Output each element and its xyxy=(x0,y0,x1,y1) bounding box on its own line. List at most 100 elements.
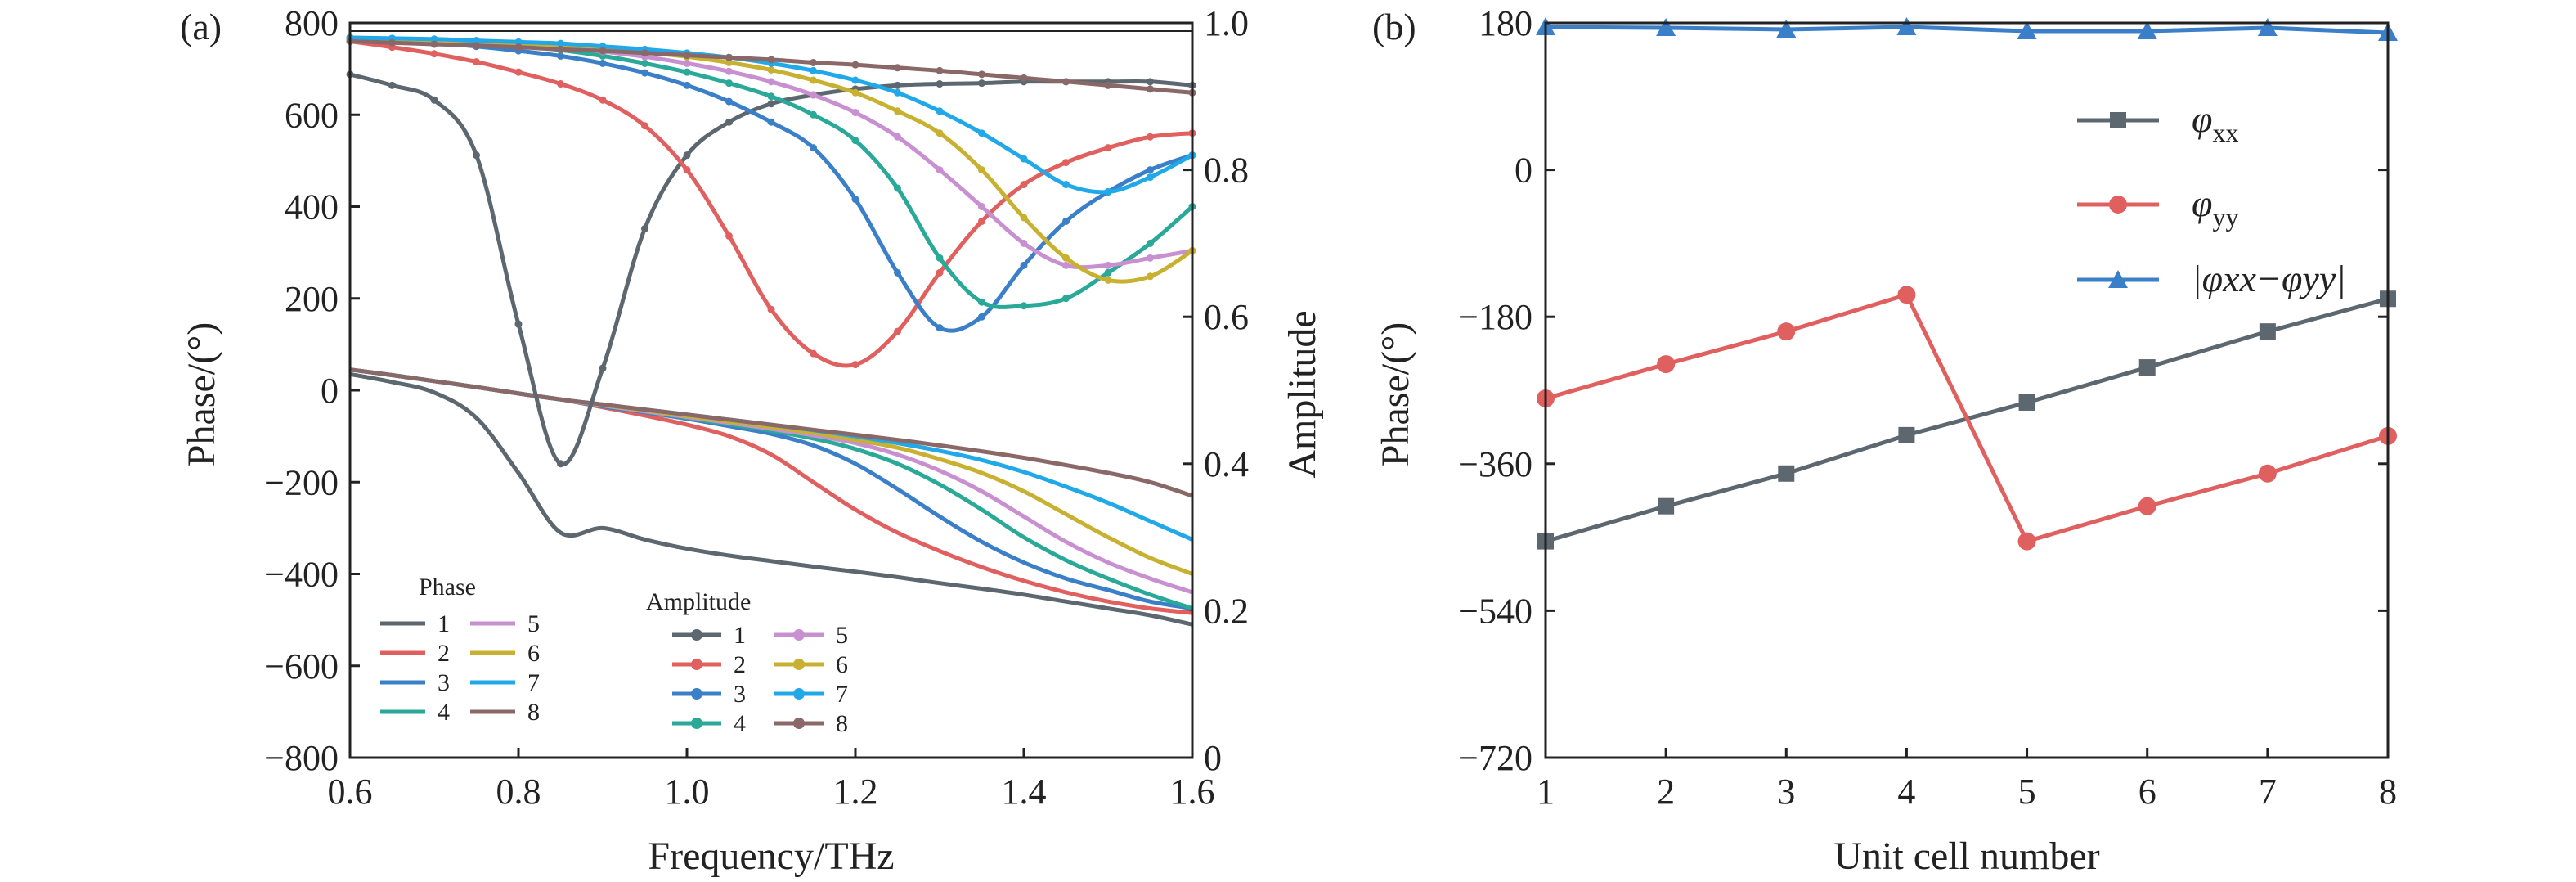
y-tick-label: 400 xyxy=(285,187,339,227)
amplitude-point-1 xyxy=(725,118,733,126)
series-marker-3 xyxy=(2017,20,2037,39)
legend-phase-label-6: 6 xyxy=(527,640,540,667)
x-tick-label: 8 xyxy=(2379,772,2397,812)
legend-phase-label-2: 2 xyxy=(438,640,450,667)
amplitude-point-3 xyxy=(810,144,817,152)
amplitude-point-5 xyxy=(725,67,733,75)
legend-amplitude-marker-6 xyxy=(793,659,805,670)
amplitude-point-7 xyxy=(430,35,438,43)
legend-marker-3 xyxy=(2108,270,2128,288)
amplitude-point-6 xyxy=(725,58,733,66)
amplitude-point-2 xyxy=(936,268,944,277)
panel-b-ylabel: Phase/(°) xyxy=(1374,322,1417,466)
amplitude-point-3 xyxy=(894,268,901,277)
amplitude-point-7 xyxy=(1062,181,1070,189)
amplitude-point-6 xyxy=(1020,214,1028,222)
amplitude-point-8 xyxy=(557,45,564,53)
amplitude-point-5 xyxy=(1147,254,1154,262)
legend-amplitude-label-8: 8 xyxy=(836,710,848,737)
legend-amplitude-label-5: 5 xyxy=(836,622,848,649)
y2-tick-label: 0.4 xyxy=(1204,444,1249,484)
phase-line-8 xyxy=(349,367,1193,498)
phase-line-1 xyxy=(349,371,1193,627)
amplitude-point-1 xyxy=(599,364,607,372)
x-tick-label: 1.4 xyxy=(1002,772,1047,812)
amplitude-point-8 xyxy=(1062,78,1070,86)
amplitude-point-4 xyxy=(683,68,691,76)
panel-a-xlabel: Frequency/THz xyxy=(648,835,894,878)
y2-tick-label: 0.6 xyxy=(1204,297,1249,337)
amplitude-point-4 xyxy=(810,110,817,119)
legend-amplitude-label-4: 4 xyxy=(734,710,746,737)
amplitude-point-8 xyxy=(1104,81,1112,89)
amplitude-point-1 xyxy=(473,151,480,160)
y-tick-label: −180 xyxy=(1458,297,1533,337)
legend-phase-label-8: 8 xyxy=(527,699,540,726)
series-marker-2 xyxy=(2017,532,2036,551)
amplitude-point-1 xyxy=(430,96,438,104)
y-tick-label: 0 xyxy=(321,371,339,411)
amplitude-point-7 xyxy=(810,66,817,74)
amplitude-point-7 xyxy=(851,76,859,84)
legend-marker-2 xyxy=(2109,196,2127,214)
amplitude-point-2 xyxy=(1104,144,1112,152)
y-tick-label: −600 xyxy=(264,646,339,686)
amplitude-point-2 xyxy=(1020,181,1028,189)
x-tick-label: 1.6 xyxy=(1170,772,1215,812)
amplitude-point-4 xyxy=(851,137,859,145)
amplitude-point-4 xyxy=(978,298,985,306)
y-tick-label: −200 xyxy=(264,462,339,502)
x-tick-label: 1.2 xyxy=(833,772,878,812)
amplitude-point-8 xyxy=(599,47,607,55)
amplitude-point-5 xyxy=(810,91,817,99)
legend-phase-label-5: 5 xyxy=(527,610,540,637)
panel-a-y2label: Amplitude xyxy=(1281,310,1324,478)
panel-a: (a) 0.6 0.8 1.0 1.2 1.4 1.6 800 600 400 200 0 −200 −… xyxy=(180,3,1324,878)
amplitude-point-5 xyxy=(978,203,985,210)
amplitude-line-1 xyxy=(349,72,1193,466)
x-tick-label: 0.8 xyxy=(496,772,541,812)
legend-phase-title: Phase xyxy=(419,574,476,601)
amplitude-point-1 xyxy=(514,320,523,328)
series-line-2 xyxy=(1545,292,2389,544)
panel-b-ticks: 1 2 3 4 5 6 7 8 180 0 −180 −360 −540 −720 xyxy=(1458,3,2397,812)
amplitude-point-3 xyxy=(1062,217,1070,225)
legend-label-3: |φxx−φyy| xyxy=(2192,258,2346,299)
amplitude-point-8 xyxy=(725,53,733,61)
amplitude-point-3 xyxy=(1020,261,1028,269)
amplitude-point-2 xyxy=(473,58,480,66)
series-marker-1 xyxy=(1658,497,1675,515)
legend-amplitude-marker-4 xyxy=(691,718,702,729)
panel-b-frame xyxy=(1544,21,2390,759)
x-tick-label: 6 xyxy=(2138,772,2156,812)
legend-label-1: φxx xyxy=(2192,98,2238,147)
series-marker-1 xyxy=(1898,426,1915,443)
series-marker-2 xyxy=(1777,322,1796,341)
amplitude-point-4 xyxy=(1020,302,1028,310)
amplitude-point-1 xyxy=(683,151,691,160)
phase-line-3 xyxy=(349,367,1193,611)
y-tick-label: 180 xyxy=(1479,3,1533,43)
amplitude-point-8 xyxy=(473,42,480,50)
amplitude-point-1 xyxy=(1147,78,1154,86)
y-tick-label: −360 xyxy=(1458,444,1533,484)
amplitude-point-7 xyxy=(1147,173,1154,182)
amplitude-point-2 xyxy=(810,349,817,358)
y-tick-label: 800 xyxy=(285,3,339,43)
amplitude-point-8 xyxy=(936,66,944,74)
legend-amplitude-label-6: 6 xyxy=(836,651,848,678)
amplitude-point-2 xyxy=(1062,159,1070,167)
legend-amplitude-marker-5 xyxy=(793,629,805,641)
amplitude-point-6 xyxy=(851,88,859,97)
amplitude-point-7 xyxy=(1020,155,1028,163)
amplitude-point-7 xyxy=(557,39,564,47)
y2-tick-label: 1.0 xyxy=(1204,3,1249,43)
phase-line-4 xyxy=(349,367,1193,610)
amplitude-point-1 xyxy=(894,81,901,89)
amplitude-point-8 xyxy=(810,58,817,66)
legend-phase-label-3: 3 xyxy=(438,669,450,696)
legend-phase-label-7: 7 xyxy=(527,669,540,696)
amplitude-point-4 xyxy=(1104,268,1112,277)
panel-a-ylabel: Phase/(°) xyxy=(180,322,223,466)
amplitude-point-1 xyxy=(767,100,775,108)
